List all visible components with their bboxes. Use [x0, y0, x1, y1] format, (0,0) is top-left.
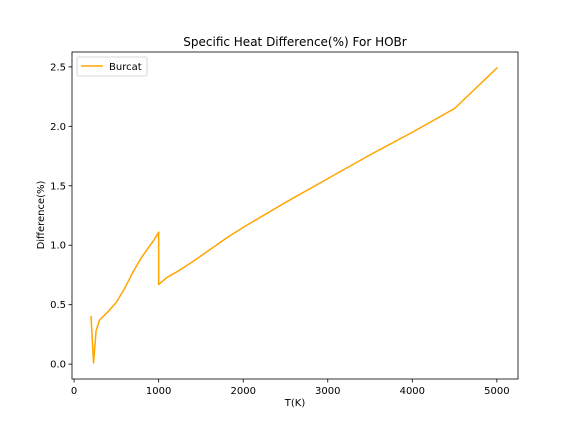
plot-frame — [71, 51, 519, 380]
legend-label: Burcat — [109, 62, 142, 73]
y-tick-label: 1.5 — [50, 181, 66, 192]
x-tick-label: 3000 — [315, 386, 340, 397]
x-tick-label: 4000 — [400, 386, 425, 397]
y-tick-label: 0.0 — [50, 360, 66, 371]
legend-box — [76, 56, 148, 77]
series-line-burcat — [90, 66, 498, 364]
x-tick-label: 5000 — [484, 386, 509, 397]
y-tick-label: 2.5 — [50, 62, 66, 73]
y-tick-label: 0.5 — [50, 300, 66, 311]
x-tick-label: 0 — [71, 386, 77, 397]
x-axis-label: T(K) — [284, 398, 306, 409]
series-layer — [90, 66, 498, 364]
plot-area — [72, 52, 518, 379]
y-tick-label: 2.0 — [50, 122, 66, 133]
x-axis-ticks: 0 1000 2000 3000 4000 5000 — [71, 379, 510, 397]
chart-title: Specific Heat Difference(%) For HOBr — [183, 35, 407, 49]
x-tick-label: 2000 — [230, 386, 255, 397]
y-axis-ticks: 0.0 0.5 1.0 1.5 2.0 2.5 — [50, 62, 72, 371]
y-tick-label: 1.0 — [50, 241, 66, 252]
legend: Burcat — [76, 56, 148, 77]
x-tick-label: 1000 — [146, 386, 171, 397]
y-axis-label: Difference(%) — [36, 180, 47, 249]
